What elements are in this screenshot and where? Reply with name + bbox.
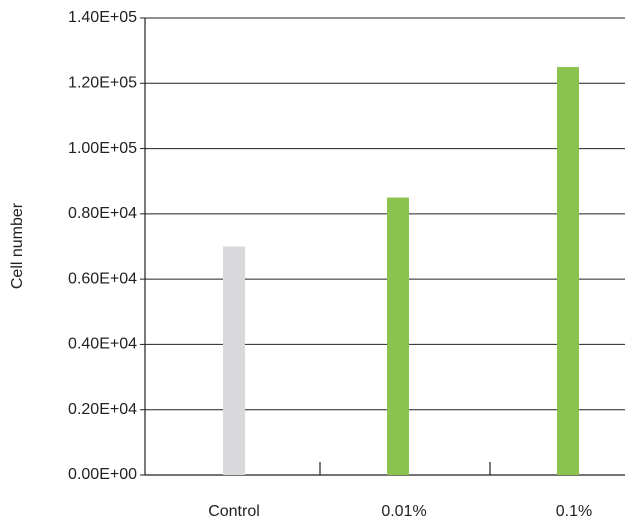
x-tick-label: 0.1% — [556, 503, 592, 520]
y-tick-label: 0.80E+04 — [68, 205, 137, 222]
bar — [387, 197, 409, 476]
y-tick-label: 1.40E+05 — [68, 9, 137, 26]
y-tick-label: 0.40E+04 — [68, 336, 137, 353]
bar — [557, 66, 579, 475]
y-axis-label: Cell number — [9, 202, 26, 289]
x-tick-label: Control — [208, 503, 260, 520]
bar — [223, 246, 245, 475]
y-tick-label: 1.20E+05 — [68, 75, 137, 92]
y-tick-label: 1.00E+05 — [68, 140, 137, 157]
y-tick-label: 0.60E+04 — [68, 270, 137, 287]
y-tick-label: 0.00E+00 — [68, 466, 137, 483]
y-tick-label: 0.20E+04 — [68, 401, 137, 418]
x-tick-label: 0.01% — [381, 503, 426, 520]
